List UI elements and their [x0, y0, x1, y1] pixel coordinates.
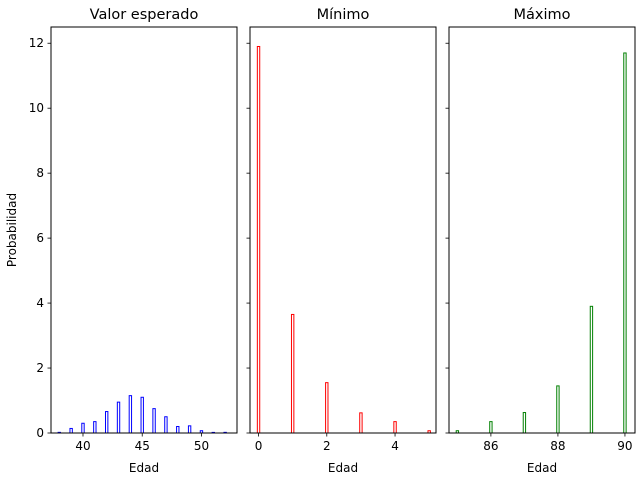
xlabel-minimum: Edad	[328, 461, 358, 475]
yticks-minimum	[246, 42, 250, 434]
xtick-label-maximum-90: 90	[617, 439, 632, 453]
ytick-label-expected-value-0: 0	[36, 426, 44, 440]
xticks-minimum: 0 2 4	[255, 433, 399, 453]
plot-area-expected-value	[51, 27, 237, 433]
title-minimum: Mínimo	[317, 7, 370, 23]
panel-expected-value: 40 45 50 0 2 4 6 8 10 12 Valor esperado Edad Pro…	[5, 7, 238, 475]
xtick-label-minimum-2: 2	[323, 439, 331, 453]
xtick-label-minimum-0: 0	[255, 439, 263, 453]
xticks-maximum: 86 88 90	[483, 433, 633, 453]
ytick-label-expected-value-4: 4	[36, 296, 44, 310]
ytick-label-expected-value-12: 12	[29, 36, 44, 50]
ytick-label-expected-value-6: 6	[36, 231, 44, 245]
xlabel-expected-value: Edad	[129, 461, 159, 475]
plot-area-minimum	[250, 27, 436, 433]
xlabel-maximum: Edad	[527, 461, 557, 475]
xtick-label-maximum-86: 86	[483, 439, 498, 453]
panel-maximum: 86 88 90 Máximo Edad	[445, 7, 636, 475]
xtick-label-expected-value-40: 40	[75, 439, 90, 453]
ylabel-probability: Probabilidad	[5, 193, 19, 267]
frame-expected-value	[50, 26, 238, 434]
frame-maximum	[448, 26, 636, 434]
panel-minimum: 0 2 4 Mínimo Edad	[246, 7, 437, 475]
ytick-label-expected-value-2: 2	[36, 361, 44, 375]
ytick-label-expected-value-8: 8	[36, 166, 44, 180]
xtick-label-expected-value-45: 45	[135, 439, 150, 453]
xtick-label-expected-value-50: 50	[194, 439, 209, 453]
ytick-label-expected-value-10: 10	[29, 101, 44, 115]
title-maximum: Máximo	[513, 7, 570, 23]
plot-area-maximum	[449, 27, 635, 433]
yticks-expected-value: 0 2 4 6 8 10 12	[29, 36, 51, 440]
xticks-expected-value: 40 45 50	[75, 433, 209, 453]
xtick-label-maximum-88: 88	[550, 439, 565, 453]
yticks-maximum	[445, 42, 449, 434]
title-expected-value: Valor esperado	[90, 7, 199, 23]
frame-minimum	[249, 26, 437, 434]
xtick-label-minimum-4: 4	[391, 439, 399, 453]
